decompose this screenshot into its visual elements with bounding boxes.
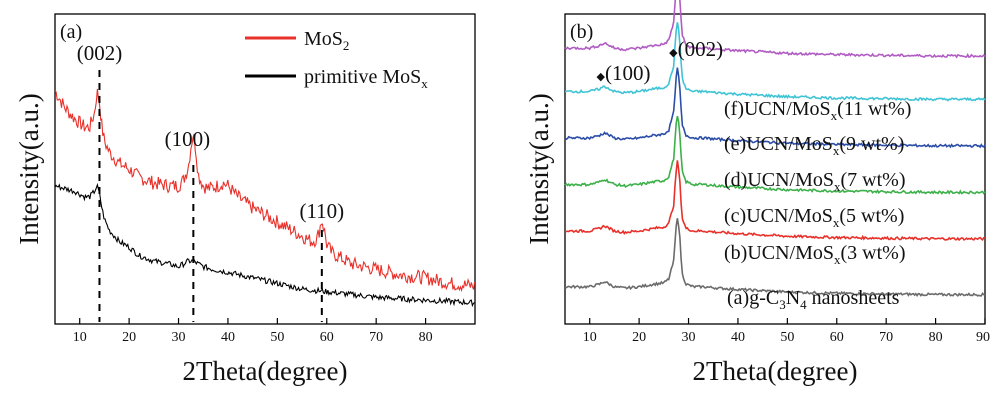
x-tick-label-b: 80: [929, 330, 943, 345]
panel-label-b: (b): [570, 21, 593, 43]
series-line-b-1: [564, 160, 986, 242]
series-line-b-2: [564, 115, 986, 195]
peak-label-b: ◆(002): [669, 37, 723, 61]
y-axis-title-a: Intensity(a.u.): [14, 93, 44, 244]
series-label-b-2: (c)UCN/MoSx(5 wt%): [724, 205, 904, 230]
x-tick-label-a: 10: [73, 330, 87, 345]
series-line-a-1: [54, 182, 475, 308]
series-line-a-0: [54, 88, 476, 293]
x-tick-label-b: 10: [583, 330, 597, 345]
x-tick-label-b: 20: [632, 330, 646, 345]
series-labels-b: (a)g-C3N4 nanosheets (b)UCN/MoSx(3 wt%) (c…: [724, 98, 911, 312]
peak-label-a: (110): [299, 199, 344, 223]
series-group-a: [54, 88, 476, 308]
x-axis-title-a: 2Theta(degree): [183, 356, 348, 386]
x-tick-label-a: 40: [221, 330, 235, 345]
x-ticks-b: 10 20 30 40 50 60 70 80 90: [583, 318, 990, 345]
x-tick-label-a: 80: [419, 330, 433, 345]
x-tick-label-a: 70: [369, 330, 383, 345]
peak-label-b: ◆(100): [597, 61, 651, 85]
peak-label-a: (100): [165, 127, 211, 151]
series-label-b-0: (a)g-C3N4 nanosheets: [727, 287, 900, 312]
x-tick-label-b: 50: [780, 330, 794, 345]
peak-markers-a: (002) (100) (110): [77, 41, 344, 322]
x-axis-title-b: 2Theta(degree): [693, 356, 858, 386]
series-group-b: [564, 0, 986, 298]
x-tick-label-a: 30: [172, 330, 186, 345]
x-tick-label-b: 70: [879, 330, 893, 345]
x-tick-label-a: 60: [320, 330, 334, 345]
y-axis-title-b: Intensity(a.u.): [524, 93, 554, 244]
chart-panel-a: (a) 10 20 30 40 50 60 70 80 (002) (100) (110) 2Th…: [14, 13, 476, 386]
series-line-b-5: [564, 0, 986, 59]
x-tick-label-a: 20: [122, 330, 136, 345]
legend-label-a: primitive MoSx: [304, 66, 428, 91]
legend-label-a: MoS2: [304, 28, 349, 53]
x-tick-label-a: 50: [270, 330, 284, 345]
x-tick-label-b: 30: [682, 330, 696, 345]
series-line-b-3: [564, 67, 986, 149]
legend-a: MoS2 primitive MoSx: [245, 28, 428, 91]
x-tick-label-b: 90: [976, 330, 990, 345]
plot-frame-b: [564, 13, 986, 325]
peak-markers-b: ◆(100) ◆(002): [597, 37, 724, 85]
x-tick-label-b: 40: [731, 330, 745, 345]
x-ticks-a: 10 20 30 40 50 60 70 80: [73, 318, 433, 345]
series-label-b-5: (f)UCN/MoSx(11 wt%): [724, 98, 911, 123]
peak-label-a: (002): [77, 41, 123, 65]
plot-frame-a: [54, 13, 476, 325]
series-label-b-4: (e)UCN/MoSx(9 wt%): [724, 133, 904, 158]
panel-label-a: (a): [60, 21, 82, 43]
x-tick-label-b: 60: [830, 330, 844, 345]
series-line-b-0: [564, 218, 986, 298]
series-label-b-3: (d)UCN/MoSx(7 wt%): [724, 169, 906, 194]
chart-panel-b: (b) 10 20 30 40 50 60 70 80 90 ◆(100) ◆(002) (a)g…: [524, 0, 990, 386]
series-label-b-1: (b)UCN/MoSx(3 wt%): [724, 242, 906, 267]
series-line-b-4: [565, 22, 986, 102]
